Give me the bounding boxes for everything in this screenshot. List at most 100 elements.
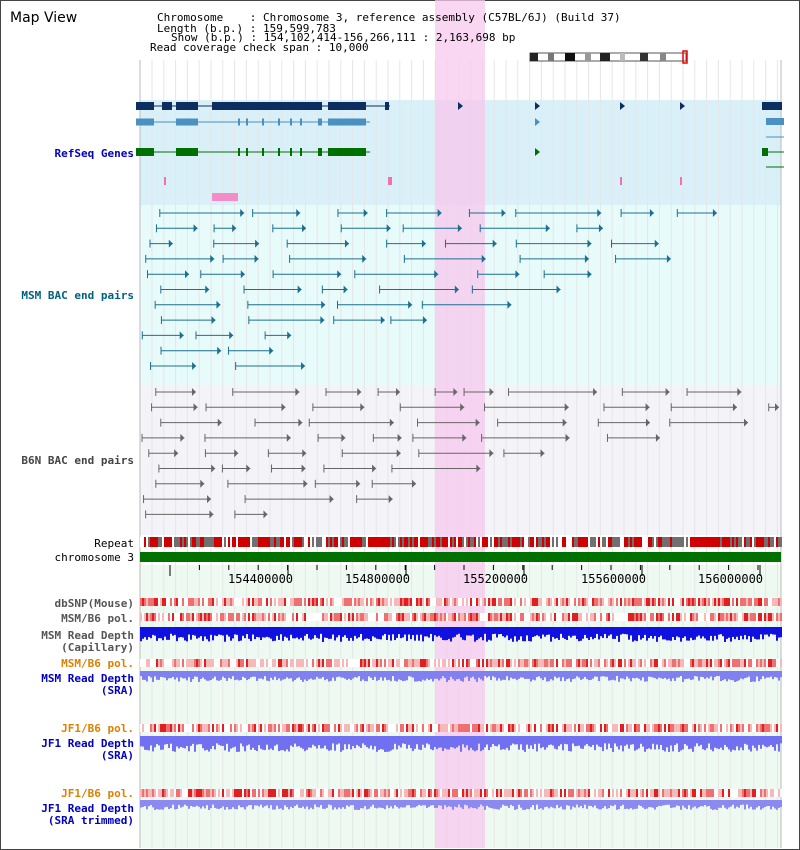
repeat-mark <box>166 537 168 547</box>
repeat-mark <box>764 537 766 547</box>
repeat-mark <box>274 537 276 547</box>
heat-stripe <box>630 724 632 732</box>
track-label-msm-bac[interactable]: MSM BAC end pairs <box>21 289 134 302</box>
depth-bar <box>142 671 144 680</box>
track-label-repeat[interactable]: Repeat <box>94 537 134 550</box>
depth-bar <box>424 671 426 681</box>
depth-bar <box>586 627 588 639</box>
depth-bar <box>526 627 528 636</box>
depth-bar <box>546 800 548 807</box>
heat-stripe <box>300 659 302 667</box>
ideogram-band <box>565 53 575 61</box>
heat-stripe <box>334 613 336 621</box>
depth-bar <box>378 800 380 808</box>
depth-bar <box>302 800 304 807</box>
heat-stripe <box>544 789 546 797</box>
depth-bar <box>466 736 468 746</box>
heat-stripe <box>460 659 462 667</box>
heat-stripe <box>752 613 754 621</box>
heat-stripe <box>418 613 420 621</box>
heat-stripe <box>728 789 730 797</box>
heat-stripe <box>308 724 310 732</box>
depth-bar <box>502 627 504 637</box>
depth-bar <box>220 671 222 680</box>
repeat-mark <box>476 537 478 547</box>
heat-stripe <box>418 598 420 606</box>
repeat-mark <box>326 537 328 547</box>
depth-bar <box>722 800 724 806</box>
repeat-mark <box>316 537 318 547</box>
depth-bar <box>186 627 188 642</box>
repeat-mark <box>666 537 668 547</box>
repeat-mark <box>182 537 184 547</box>
depth-bar <box>452 671 454 680</box>
depth-bar <box>602 627 604 638</box>
depth-bar <box>534 671 536 681</box>
heat-stripe <box>754 598 756 606</box>
heat-stripe <box>426 659 428 667</box>
depth-bar <box>600 736 602 748</box>
depth-bar <box>298 627 300 640</box>
depth-bar <box>712 800 714 810</box>
heat-stripe <box>498 789 500 797</box>
repeat-mark <box>732 537 734 547</box>
repeat-mark <box>564 537 566 547</box>
track-label-jf1-pol[interactable]: JF1/B6 pol. <box>61 722 134 735</box>
heat-stripe <box>726 789 728 797</box>
depth-bar <box>202 627 204 641</box>
track-label-dbsnp[interactable]: dbSNP(Mouse) <box>54 597 134 610</box>
track-label-refseq[interactable]: RefSeq Genes <box>54 147 134 160</box>
gene-exon <box>385 102 389 110</box>
heat-stripe <box>140 659 142 667</box>
track-label-jf1-pol-trimmed[interactable]: JF1/B6 pol. <box>61 787 134 800</box>
depth-bar <box>630 736 632 745</box>
heat-stripe <box>504 613 506 621</box>
heat-stripe <box>474 598 476 606</box>
depth-bar <box>714 800 716 810</box>
track-label-jf1-depth[interactable]: JF1 Read Depth <box>41 737 134 750</box>
bac-end <box>287 331 292 340</box>
heat-stripe <box>158 613 160 621</box>
heat-stripe <box>524 598 526 606</box>
heat-stripe <box>308 613 310 621</box>
depth-bar <box>580 736 582 749</box>
depth-bar <box>234 800 236 809</box>
depth-bar <box>740 627 742 636</box>
repeat-mark <box>162 537 164 547</box>
depth-bar <box>222 671 224 677</box>
depth-bar <box>632 800 634 810</box>
depth-bar <box>694 671 696 677</box>
track-label-msm-depth-sra[interactable]: MSM Read Depth <box>41 672 134 685</box>
depth-bar <box>148 627 150 638</box>
repeat-mark <box>392 537 394 547</box>
heat-stripe <box>662 613 664 621</box>
depth-bar <box>668 671 670 679</box>
track-label-jf1-trimmed-depth[interactable]: JF1 Read Depth <box>41 802 134 815</box>
depth-bar <box>214 736 216 750</box>
heat-stripe <box>566 598 568 606</box>
bac-end <box>240 270 245 279</box>
track-label-b6n-bac[interactable]: B6N BAC end pairs <box>21 454 134 467</box>
heat-stripe <box>598 724 600 732</box>
depth-bar <box>338 627 340 636</box>
heat-stripe <box>172 659 174 667</box>
heat-stripe <box>576 613 578 621</box>
depth-bar <box>576 736 578 746</box>
depth-bar <box>142 800 144 807</box>
track-label-msm-depth-capillary[interactable]: MSM Read Depth <box>41 629 134 642</box>
repeat-mark <box>204 537 206 547</box>
heat-stripe <box>310 598 312 606</box>
track-label-msm-b6-pol[interactable]: MSM/B6 pol. <box>61 612 134 625</box>
heat-stripe <box>776 659 778 667</box>
depth-bar <box>612 627 614 639</box>
heat-stripe <box>658 598 660 606</box>
heat-stripe <box>576 789 578 797</box>
heat-stripe <box>694 724 696 732</box>
repeat-mark <box>750 537 752 547</box>
heat-stripe <box>552 598 554 606</box>
heat-stripe <box>598 789 600 797</box>
bac-end <box>597 209 602 217</box>
depth-bar <box>274 800 276 810</box>
track-label-msm-b6-pol-sra[interactable]: MSM/B6 pol. <box>61 657 134 670</box>
